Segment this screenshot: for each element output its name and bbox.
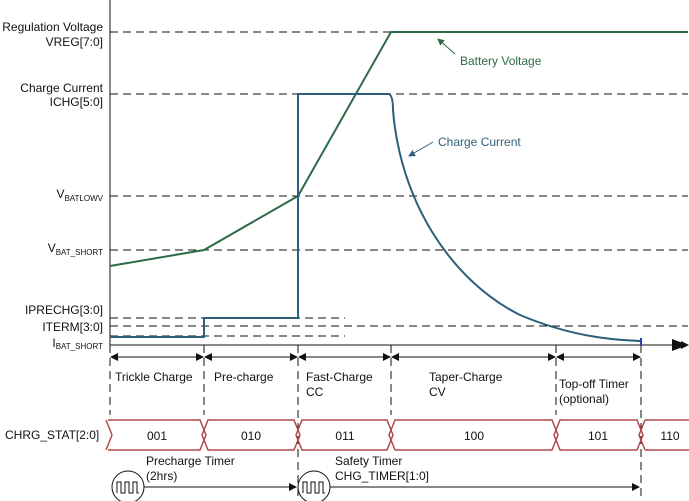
chrg-stat-value: 100 xyxy=(464,429,484,443)
ichg-register: ICHG[5:0] xyxy=(50,95,103,109)
safety-timer-register: CHG_TIMER[1:0] xyxy=(335,469,429,483)
iprechg-label: IPRECHG[3:0] xyxy=(25,303,103,317)
level-lines xyxy=(110,31,688,337)
charge-current-label: Charge Current xyxy=(438,135,521,149)
vreg-label: Regulation Voltage xyxy=(2,20,103,34)
phase-top-off-optional: (optional) xyxy=(559,392,609,406)
chrg-stat-label: CHRG_STAT[2:0] xyxy=(5,428,99,442)
time-axis-arrow-icon xyxy=(672,339,688,351)
phase-trickle-charge: Trickle Charge xyxy=(115,370,193,384)
battery-voltage-pointer xyxy=(437,38,456,55)
iterm-label: ITERM[3:0] xyxy=(42,320,103,334)
phase-fast-charge-mode: CC xyxy=(306,385,324,399)
chrg-stat-value: 001 xyxy=(147,429,167,443)
precharge-timer-duration: (2hrs) xyxy=(146,469,177,483)
safety-timer-label: Safety Timer xyxy=(335,454,402,468)
chrg-stat-value: 010 xyxy=(241,429,261,443)
charge-current-curve xyxy=(110,93,642,342)
chrg-stat-value: 110 xyxy=(660,429,679,443)
clock-pulse-icon xyxy=(111,470,145,501)
chrg-stat-bus xyxy=(105,419,689,451)
charge-current-pointer xyxy=(408,141,434,157)
vbat-short-label: VBAT_SHORT xyxy=(48,241,103,257)
clock-pulse-icon xyxy=(297,470,331,501)
phase-taper-charge: Taper-Charge xyxy=(429,370,503,384)
phase-top-off-timer: Top-off Timer xyxy=(559,377,629,391)
phase-boundaries xyxy=(109,345,642,501)
ichg-label: Charge Current xyxy=(20,81,103,95)
vreg-register: VREG[7:0] xyxy=(46,35,103,49)
vbatlowv-label: VBATLOWV xyxy=(56,187,103,203)
phase-fast-charge: Fast-Charge xyxy=(306,370,373,384)
precharge-timer-label: Precharge Timer xyxy=(146,454,235,468)
chrg-stat-value: 101 xyxy=(588,429,608,443)
battery-voltage-label: Battery Voltage xyxy=(460,54,542,68)
phase-pre-charge: Pre-charge xyxy=(214,370,274,384)
ibat-short-label: IBAT_SHORT xyxy=(52,336,103,351)
chrg-stat-value: 011 xyxy=(335,429,354,443)
phase-taper-charge-mode: CV xyxy=(429,385,446,399)
